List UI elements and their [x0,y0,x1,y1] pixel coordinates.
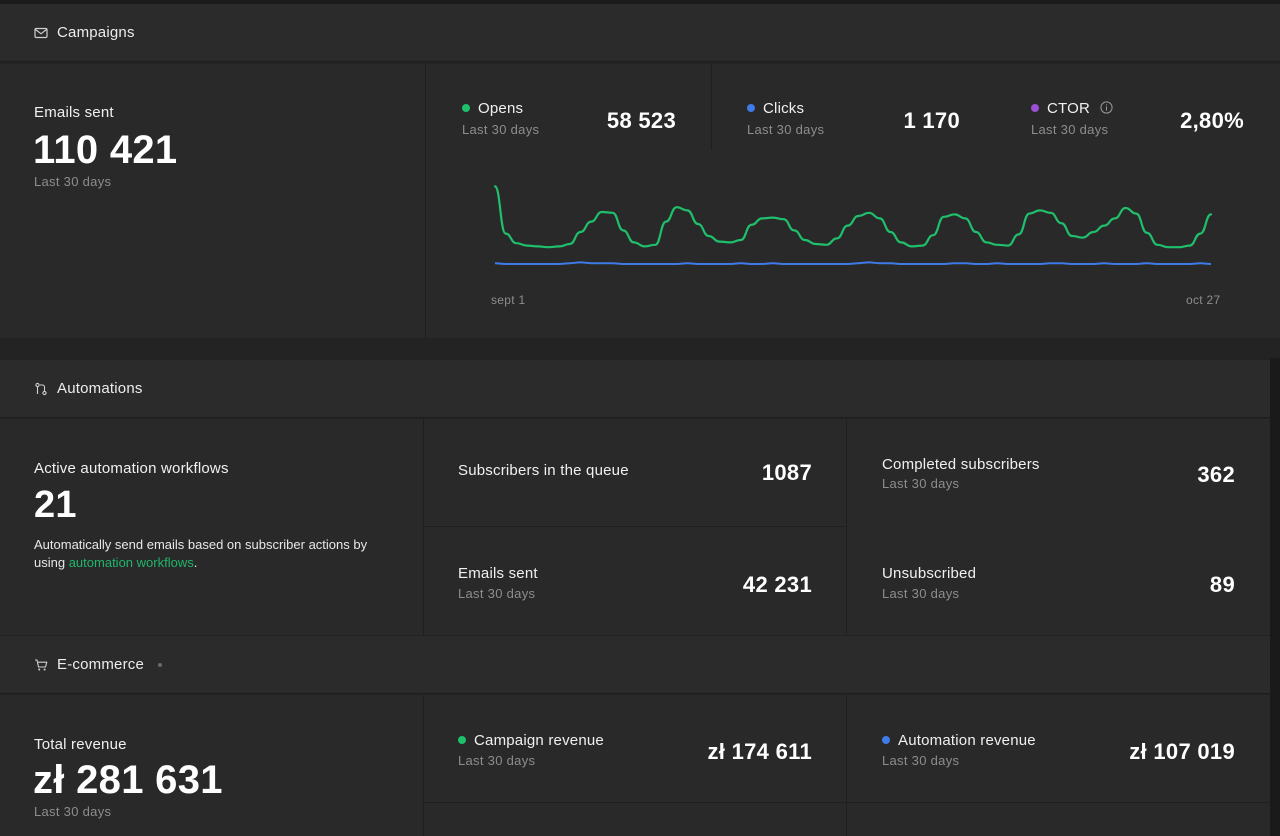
active-workflows-label: Active automation workflows [34,460,229,477]
cart-icon [34,658,48,672]
completed-value: 362 [1197,462,1235,487]
ctor-dot [1031,104,1039,112]
ctor-value: 2,80% [1180,108,1244,133]
scrollbar[interactable] [1270,358,1280,836]
campaign-revenue-label: Campaign revenue [474,732,604,749]
mail-icon [34,26,48,40]
unsubscribed-label: Unsubscribed [882,565,977,582]
ctor-period: Last 30 days [1031,122,1109,137]
automation-revenue-metric[interactable]: Automation revenue [882,732,1036,749]
info-icon[interactable] [1100,101,1114,118]
ctor-metric[interactable]: CTOR [1031,100,1114,118]
campaign-revenue-dot [458,736,466,744]
campaign-revenue-metric[interactable]: Campaign revenue [458,732,604,749]
description-suffix: . [193,555,198,570]
completed-label: Completed subscribers [882,456,1040,473]
clicks-metric[interactable]: Clicks [747,100,804,117]
campaigns-line-chart [493,185,1213,265]
automations-divider-h [423,526,846,527]
campaigns-title: Campaigns [57,24,135,41]
opens-label: Opens [478,100,524,117]
clicks-dot [747,104,755,112]
ecommerce-title: E-commerce [57,656,145,673]
unsubscribed-value: 89 [1209,572,1235,597]
emails-sent-label: Emails sent [34,104,114,121]
emails-sent-value: 110 421 [33,128,178,172]
campaigns-divider [425,64,426,338]
opens-clicks-divider [711,64,712,150]
total-revenue-value: zł 281 631 [33,758,223,802]
automations-divider-1 [423,419,424,635]
ctor-label: CTOR [1047,100,1091,117]
automations-header[interactable]: Automations [0,360,1270,418]
ecommerce-divider-h [423,802,1270,803]
auto-emails-sent-period: Last 30 days [458,586,536,601]
chart-end-label: oct 27 [1186,293,1221,307]
queue-value: 1087 [761,460,812,485]
automation-revenue-period: Last 30 days [882,753,960,768]
clicks-value: 1 170 [903,108,960,133]
unsubscribed-period: Last 30 days [882,586,960,601]
automations-title: Automations [57,380,143,397]
status-dot [158,662,163,667]
opens-series-line [493,185,1213,249]
completed-period: Last 30 days [882,476,960,491]
active-workflows-value: 21 [34,484,77,526]
total-revenue-label: Total revenue [34,736,127,753]
campaigns-panel [0,64,1280,338]
chart-start-label: sept 1 [491,293,526,307]
ecommerce-divider-2 [846,695,847,836]
automations-description: Automatically send emails based on subsc… [34,536,394,572]
total-revenue-period: Last 30 days [34,804,112,819]
opens-value: 58 523 [606,108,676,133]
automations-panel [0,419,1270,635]
opens-metric[interactable]: Opens [462,100,523,117]
automation-workflows-link[interactable]: automation workflows [68,555,194,570]
automation-revenue-label: Automation revenue [898,732,1036,749]
campaigns-header[interactable]: Campaigns [0,4,1280,62]
auto-emails-sent-value: 42 231 [742,572,812,597]
workflow-icon [34,382,48,396]
campaign-revenue-period: Last 30 days [458,753,536,768]
clicks-label: Clicks [763,100,805,117]
automations-divider-2 [846,419,847,635]
opens-dot [462,104,470,112]
emails-sent-period: Last 30 days [34,174,112,189]
top-edge [0,0,1280,4]
campaign-revenue-value: zł 174 611 [707,739,812,764]
queue-label: Subscribers in the queue [458,462,629,479]
opens-period: Last 30 days [462,122,540,137]
ecommerce-divider-1 [423,695,424,836]
clicks-period: Last 30 days [747,122,825,137]
automation-revenue-dot [882,736,890,744]
ecommerce-panel [0,695,1270,836]
clicks-series-line [494,261,1212,265]
ecommerce-header[interactable]: E-commerce [0,636,1270,694]
automation-revenue-value: zł 107 019 [1129,739,1235,764]
description-text: Automatically send emails based on subsc… [34,537,368,570]
auto-emails-sent-label: Emails sent [458,565,538,582]
